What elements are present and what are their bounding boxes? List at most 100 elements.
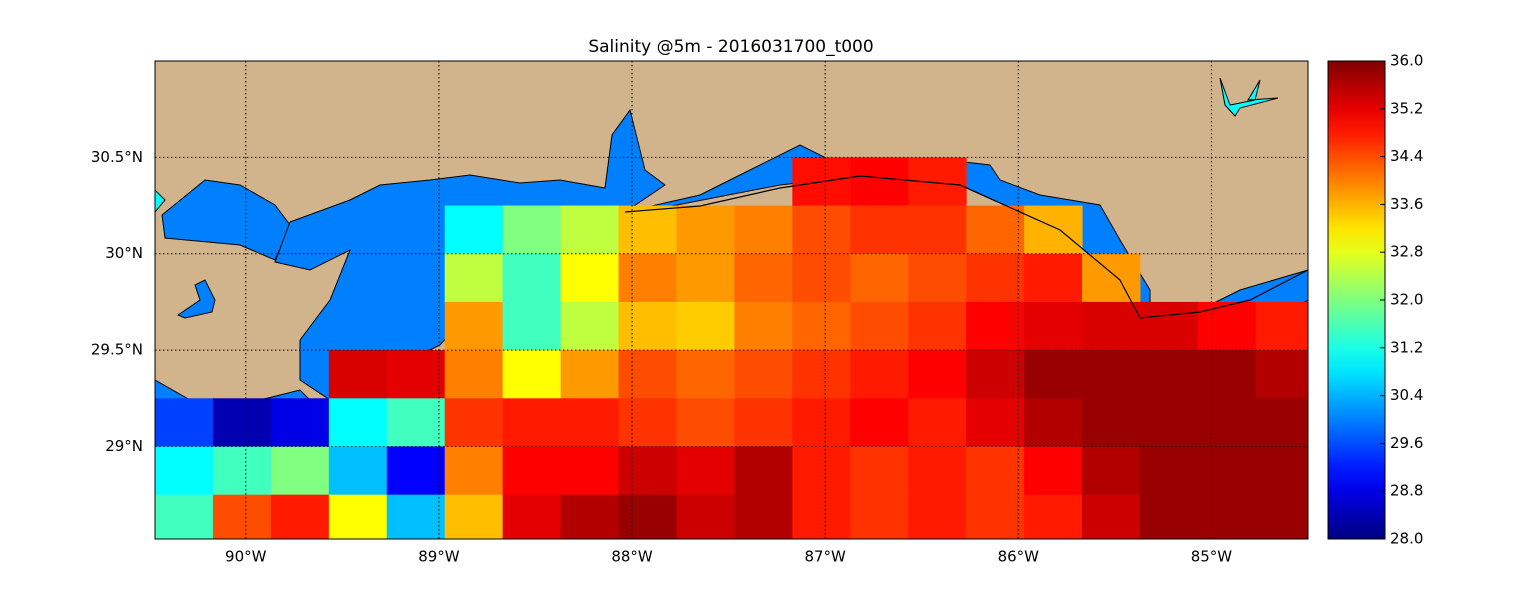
- cell: [850, 301, 909, 351]
- cell: [1082, 446, 1141, 496]
- colorbar-tick-label: 36.0: [1390, 52, 1423, 70]
- colorbar-tick-label: 35.2: [1390, 99, 1423, 117]
- lake: [155, 189, 166, 213]
- chart-title: Salinity @5m - 2016031700_t000: [588, 37, 873, 57]
- colorbar-tick-label: 32.0: [1390, 291, 1423, 309]
- cell: [502, 494, 562, 539]
- map-layer: [155, 77, 1308, 539]
- cell: [850, 205, 909, 255]
- cell: [618, 446, 677, 496]
- cell: [792, 301, 851, 351]
- cell: [676, 253, 735, 303]
- cell: [328, 446, 388, 496]
- cell: [270, 494, 330, 539]
- x-tick-label: 90°W: [225, 548, 267, 566]
- cell: [792, 446, 851, 496]
- cell: [1024, 398, 1083, 447]
- cell: [502, 253, 562, 303]
- cell: [850, 494, 909, 539]
- cell: [734, 301, 793, 351]
- cell: [734, 350, 793, 399]
- y-tick-label: 30.5°N: [91, 148, 143, 166]
- cell: [1024, 205, 1083, 255]
- cell: [618, 205, 677, 255]
- cell: [560, 398, 620, 447]
- x-tick-label: 86°W: [998, 548, 1040, 566]
- cell: [966, 446, 1025, 496]
- cell: [1197, 494, 1257, 539]
- cell: [502, 350, 562, 399]
- cell: [444, 446, 504, 496]
- cell: [1082, 350, 1141, 399]
- cell: [270, 398, 330, 447]
- cell: [908, 301, 967, 351]
- cell: [1255, 446, 1308, 496]
- cell: [734, 253, 793, 303]
- cell: [734, 205, 793, 255]
- cell: [734, 446, 793, 496]
- cell: [328, 494, 388, 539]
- cell: [1024, 494, 1083, 539]
- cell: [792, 205, 851, 255]
- cell: [676, 494, 735, 539]
- cell: [155, 446, 214, 496]
- cell: [618, 253, 677, 303]
- cell: [792, 398, 851, 447]
- colorbar-tick-label: 29.6: [1390, 434, 1423, 452]
- cell: [502, 205, 562, 255]
- cell: [1255, 350, 1308, 399]
- colorbar-tick-label: 28.0: [1390, 530, 1423, 548]
- cell: [560, 301, 620, 351]
- x-tick-label: 87°W: [804, 548, 846, 566]
- colorbar-tick-label: 31.2: [1390, 338, 1423, 356]
- y-tick-label: 29.5°N: [91, 341, 143, 359]
- cell: [212, 446, 272, 496]
- cell: [444, 301, 504, 351]
- cell: [1082, 398, 1141, 447]
- lake: [176, 279, 216, 319]
- cell: [212, 398, 272, 447]
- cell: [1139, 446, 1199, 496]
- cell: [676, 350, 735, 399]
- cell: [850, 157, 909, 207]
- cell: [1024, 253, 1083, 303]
- cell: [328, 350, 388, 399]
- cell: [1024, 446, 1083, 496]
- x-tick-label: 85°W: [1191, 548, 1233, 566]
- cell: [1082, 301, 1141, 351]
- cell: [1139, 350, 1199, 399]
- cell: [792, 253, 851, 303]
- x-tick-label: 88°W: [611, 548, 653, 566]
- cell: [444, 398, 504, 447]
- cell: [792, 350, 851, 399]
- y-tick-label: 29°N: [105, 437, 143, 455]
- cell: [1139, 301, 1199, 351]
- cell: [1024, 350, 1083, 399]
- cell: [618, 494, 677, 539]
- cell: [676, 398, 735, 447]
- cell: [966, 398, 1025, 447]
- x-tick-label: 89°W: [418, 548, 460, 566]
- cell: [560, 494, 620, 539]
- cell: [328, 398, 388, 447]
- cell: [850, 350, 909, 399]
- cell: [908, 494, 967, 539]
- colorbar-tick-label: 34.4: [1390, 147, 1423, 165]
- cell: [502, 398, 562, 447]
- grid: [155, 61, 1308, 539]
- colorbar: [1327, 60, 1386, 540]
- cell: [560, 350, 620, 399]
- cell: [386, 494, 446, 539]
- cell: [270, 446, 330, 496]
- cell: [386, 446, 446, 496]
- cell: [155, 398, 214, 447]
- cell: [1197, 446, 1257, 496]
- cell: [792, 494, 851, 539]
- cell: [1197, 350, 1257, 399]
- colorbar-tick-label: 32.8: [1390, 243, 1423, 261]
- cell: [1197, 301, 1257, 351]
- cell: [618, 398, 677, 447]
- cell: [850, 253, 909, 303]
- lake: [1219, 77, 1279, 117]
